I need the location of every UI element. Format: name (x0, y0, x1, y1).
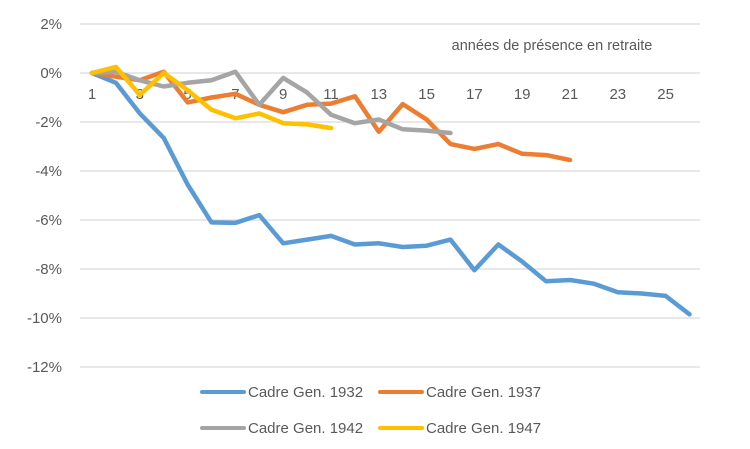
x-tick-label: 21 (562, 86, 579, 103)
legend-item-1932[interactable]: Cadre Gen. 1932 (200, 384, 378, 401)
y-tick-label: -4% (35, 163, 62, 180)
x-tick-label: 9 (279, 86, 287, 103)
legend-swatch-1937 (378, 390, 424, 394)
x-tick-label: 1 (88, 86, 96, 103)
y-tick-label: 0% (40, 65, 62, 82)
y-axis-labels: 2% 0% -2% -4% -6% -8% -10% -12% (27, 16, 62, 376)
legend-swatch-1942 (200, 426, 246, 430)
legend-label-1932: Cadre Gen. 1932 (248, 383, 364, 401)
series-line-1932 (89, 70, 692, 317)
x-tick-label: 15 (418, 86, 435, 103)
gridlines (80, 23, 700, 368)
series-line-1937 (89, 69, 573, 163)
x-tick-label: 11 (323, 86, 339, 103)
legend-swatch-1932 (200, 390, 246, 394)
legend-item-1942[interactable]: Cadre Gen. 1942 (200, 420, 378, 437)
y-tick-label: -8% (35, 261, 62, 278)
legend-label-1947: Cadre Gen. 1947 (426, 419, 542, 437)
x-tick-label: 5 (183, 86, 191, 103)
y-tick-label: -6% (35, 212, 62, 229)
y-tick-label: 2% (40, 16, 62, 33)
x-axis-title: années de présence en retraite (452, 38, 653, 54)
series-line-1942 (89, 69, 453, 136)
series-lines (89, 64, 692, 317)
x-tick-label: 13 (370, 86, 387, 103)
legend-item-1947[interactable]: Cadre Gen. 1947 (378, 420, 541, 437)
series-line-1947 (89, 64, 334, 131)
legend-item-1937[interactable]: Cadre Gen. 1937 (378, 384, 541, 401)
legend: Cadre Gen. 1932 Cadre Gen. 1937 Cadre Ge… (200, 374, 600, 446)
y-tick-label: -12% (27, 359, 62, 376)
y-tick-label: -2% (35, 114, 62, 131)
legend-row-1: Cadre Gen. 1932 Cadre Gen. 1937 (200, 374, 600, 410)
legend-row-2: Cadre Gen. 1942 Cadre Gen. 1947 (200, 410, 600, 446)
legend-swatch-1947 (378, 426, 424, 430)
y-tick-label: -10% (27, 310, 62, 327)
x-tick-label: 19 (514, 86, 531, 103)
legend-label-1942: Cadre Gen. 1942 (248, 419, 364, 437)
x-tick-label: 25 (657, 86, 674, 103)
legend-label-1937: Cadre Gen. 1937 (426, 383, 542, 401)
x-tick-label: 17 (466, 86, 483, 103)
x-tick-label: 23 (609, 86, 626, 103)
